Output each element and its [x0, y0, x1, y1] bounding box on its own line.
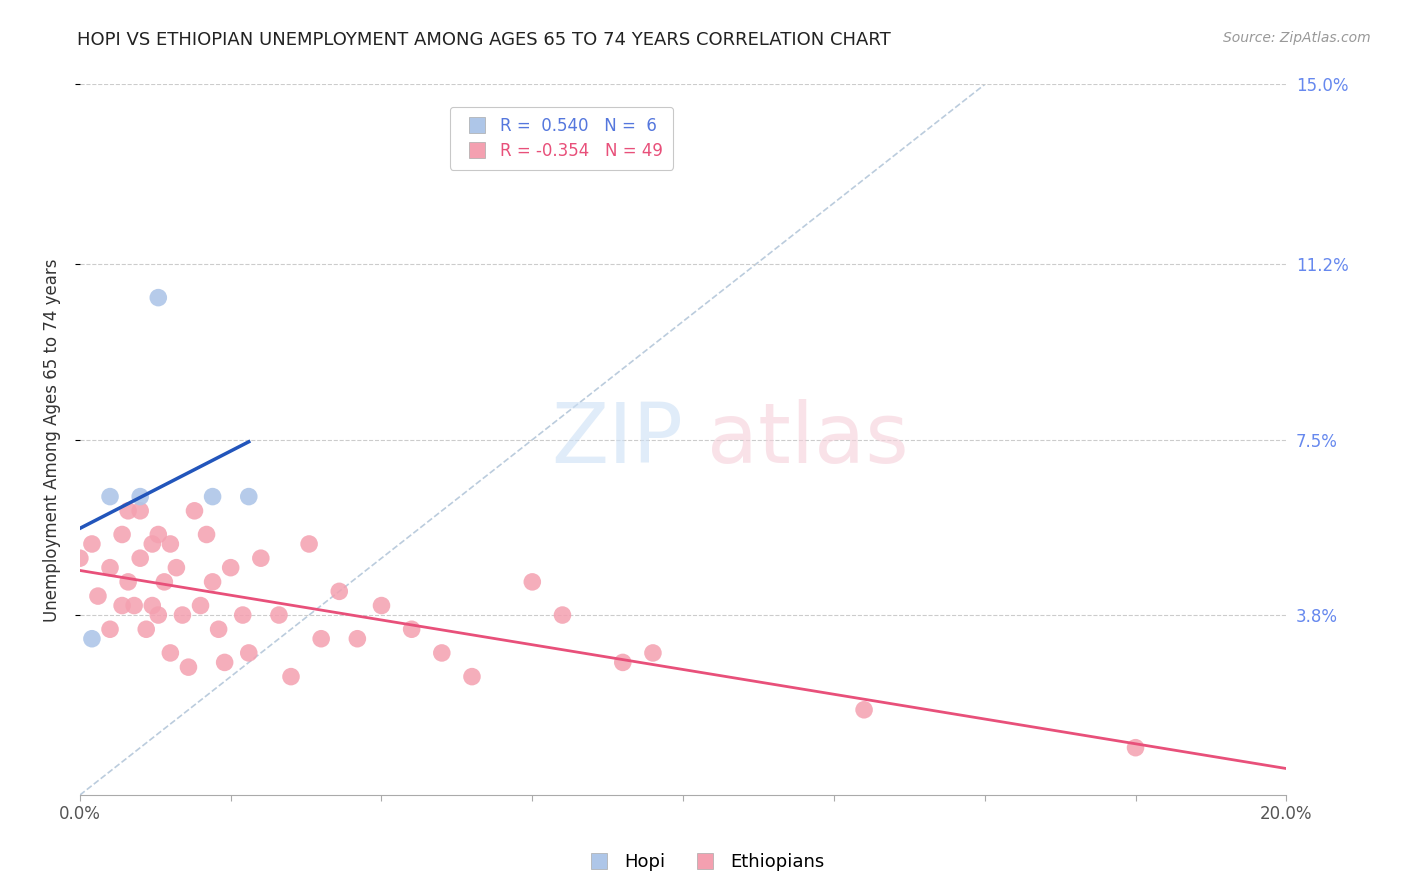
- Point: [141, 599, 163, 613]
- Point: [1125, 740, 1147, 755]
- Point: [153, 574, 176, 589]
- Point: [195, 527, 218, 541]
- Point: [148, 291, 170, 305]
- Point: [370, 599, 392, 613]
- Point: [214, 656, 236, 670]
- Point: [172, 608, 194, 623]
- Point: [207, 622, 229, 636]
- Point: [148, 608, 170, 623]
- Point: [401, 622, 423, 636]
- Point: [280, 670, 302, 684]
- Text: atlas: atlas: [707, 400, 910, 480]
- Point: [238, 490, 260, 504]
- Point: [201, 490, 224, 504]
- Point: [98, 560, 121, 574]
- Y-axis label: Unemployment Among Ages 65 to 74 years: Unemployment Among Ages 65 to 74 years: [44, 258, 60, 622]
- Legend: R =  0.540   N =  6, R = -0.354   N = 49: R = 0.540 N = 6, R = -0.354 N = 49: [450, 107, 673, 169]
- Point: [201, 574, 224, 589]
- Point: [129, 504, 152, 518]
- Point: [159, 537, 181, 551]
- Point: [346, 632, 368, 646]
- Point: [80, 537, 103, 551]
- Point: [165, 560, 187, 574]
- Point: [117, 574, 139, 589]
- Point: [69, 551, 91, 566]
- Legend: Hopi, Ethiopians: Hopi, Ethiopians: [574, 847, 832, 879]
- Point: [111, 527, 134, 541]
- Point: [177, 660, 200, 674]
- Point: [135, 622, 157, 636]
- Point: [328, 584, 350, 599]
- Point: [238, 646, 260, 660]
- Point: [98, 490, 121, 504]
- Point: [159, 646, 181, 660]
- Point: [612, 656, 634, 670]
- Point: [183, 504, 205, 518]
- Point: [111, 599, 134, 613]
- Text: ZIP: ZIP: [551, 400, 683, 480]
- Point: [98, 622, 121, 636]
- Point: [232, 608, 254, 623]
- Point: [219, 560, 242, 574]
- Point: [853, 703, 876, 717]
- Point: [122, 599, 145, 613]
- Point: [461, 670, 484, 684]
- Point: [298, 537, 321, 551]
- Point: [87, 589, 110, 603]
- Point: [522, 574, 544, 589]
- Point: [80, 632, 103, 646]
- Point: [267, 608, 290, 623]
- Point: [117, 504, 139, 518]
- Text: Source: ZipAtlas.com: Source: ZipAtlas.com: [1223, 31, 1371, 45]
- Point: [551, 608, 574, 623]
- Point: [141, 537, 163, 551]
- Point: [129, 490, 152, 504]
- Point: [430, 646, 453, 660]
- Point: [309, 632, 332, 646]
- Point: [190, 599, 212, 613]
- Point: [129, 551, 152, 566]
- Point: [148, 527, 170, 541]
- Point: [641, 646, 664, 660]
- Point: [250, 551, 273, 566]
- Text: HOPI VS ETHIOPIAN UNEMPLOYMENT AMONG AGES 65 TO 74 YEARS CORRELATION CHART: HOPI VS ETHIOPIAN UNEMPLOYMENT AMONG AGE…: [77, 31, 891, 49]
